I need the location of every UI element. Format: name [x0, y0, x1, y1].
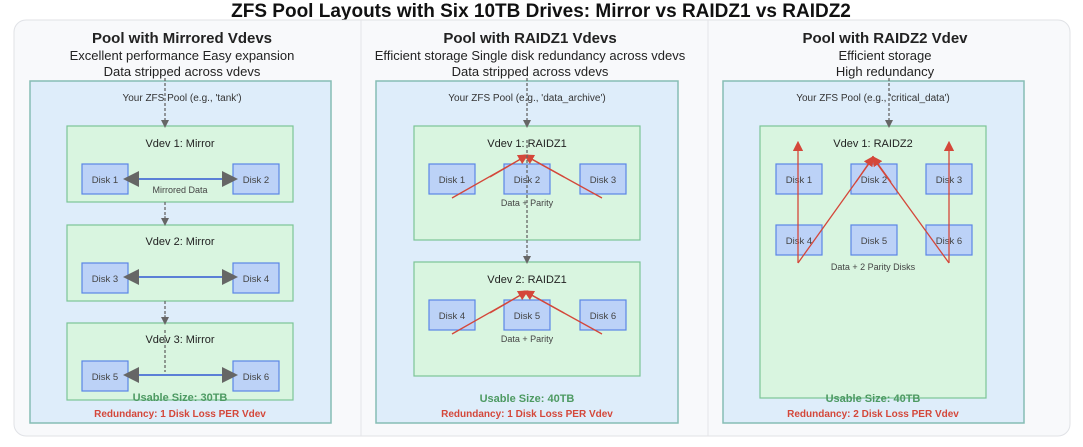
diagram-title: ZFS Pool Layouts with Six 10TB Drives: M…: [231, 1, 851, 22]
disk: [81, 262, 129, 294]
disk-label: Disk 6: [590, 311, 616, 322]
disk: [503, 299, 551, 331]
disk: [850, 224, 898, 256]
disk-label: Disk 5: [514, 311, 540, 322]
raidz2-column: Pool with RAIDZ2 Vdev Efficient storage …: [722, 30, 1025, 424]
arrow-head-icon: [489, 154, 529, 178]
column-subtitle: Data stripped across vdevs: [452, 64, 609, 79]
arrow-head-icon: [523, 154, 565, 178]
parity-note: Data + 2 Parity Disks: [831, 262, 916, 272]
usable-size: Usable Size: 40TB: [480, 393, 575, 405]
disk: [579, 163, 627, 195]
column-heading: Pool with RAIDZ1 Vdevs: [443, 30, 616, 47]
vdev-label: Vdev 1: RAIDZ2: [833, 138, 912, 150]
disk-label: Disk 1: [786, 175, 812, 186]
disk-label: Disk 6: [243, 372, 269, 383]
disk: [232, 262, 280, 294]
vdev-label: Vdev 1: Mirror: [145, 138, 214, 150]
disk-label: Disk 4: [786, 236, 812, 247]
disk-label: Disk 2: [243, 175, 269, 186]
column-subtitle: Excellent performance Easy expansion: [70, 48, 295, 63]
raidz1-column: Pool with RAIDZ1 Vdevs Efficient storage…: [375, 30, 686, 424]
disk-label: Disk 4: [243, 274, 269, 285]
mirror-note: Mirrored Data: [152, 185, 207, 195]
disk: [579, 299, 627, 331]
disk-label: Disk 1: [92, 175, 118, 186]
usable-size: Usable Size: 30TB: [133, 392, 228, 404]
disk: [81, 163, 129, 195]
column-heading: Pool with Mirrored Vdevs: [92, 30, 272, 47]
column-heading: Pool with RAIDZ2 Vdev: [802, 30, 968, 47]
arrow-head-icon: [855, 155, 874, 183]
disk-label: Disk 5: [92, 372, 118, 383]
mirror-column: Pool with Mirrored Vdevs Excellent perfo…: [29, 30, 332, 424]
arrow-head-icon: [523, 290, 565, 314]
disk: [81, 360, 129, 392]
disk: [775, 163, 823, 195]
disk-label: Disk 1: [439, 175, 465, 186]
usable-size: Usable Size: 40TB: [826, 393, 921, 405]
vdev-label: Vdev 1: RAIDZ1: [487, 138, 566, 150]
vdev-label: Vdev 2: RAIDZ1: [487, 274, 566, 286]
disk-label: Disk 3: [590, 175, 616, 186]
vdev-label: Vdev 2: Mirror: [145, 236, 214, 248]
arrow-head-icon: [871, 155, 892, 183]
vdev-label: Vdev 3: Mirror: [145, 334, 214, 346]
pool-label: Your ZFS Pool (e.g., 'critical_data'): [796, 93, 950, 104]
parity-note: Data + Parity: [501, 334, 554, 344]
column-subtitle: Efficient storage Single disk redundancy…: [375, 48, 686, 63]
disk-label: Disk 5: [861, 236, 887, 247]
redundancy: Redundancy: 1 Disk Loss PER Vdev: [441, 409, 613, 420]
column-subtitle: Efficient storage: [839, 48, 932, 63]
disk-label: Disk 3: [92, 274, 118, 285]
pool-label: Your ZFS Pool (e.g., 'tank'): [122, 93, 241, 104]
disk-label: Disk 4: [439, 311, 465, 322]
column-subtitle: Data stripped across vdevs: [104, 64, 261, 79]
column-subtitle: High redundancy: [836, 64, 935, 79]
redundancy: Redundancy: 1 Disk Loss PER Vdev: [94, 409, 266, 420]
disk: [232, 360, 280, 392]
disk-label: Disk 2: [861, 175, 887, 186]
redundancy: Redundancy: 2 Disk Loss PER Vdev: [787, 409, 959, 420]
disk: [232, 163, 280, 195]
arrow-head-icon: [489, 290, 529, 314]
